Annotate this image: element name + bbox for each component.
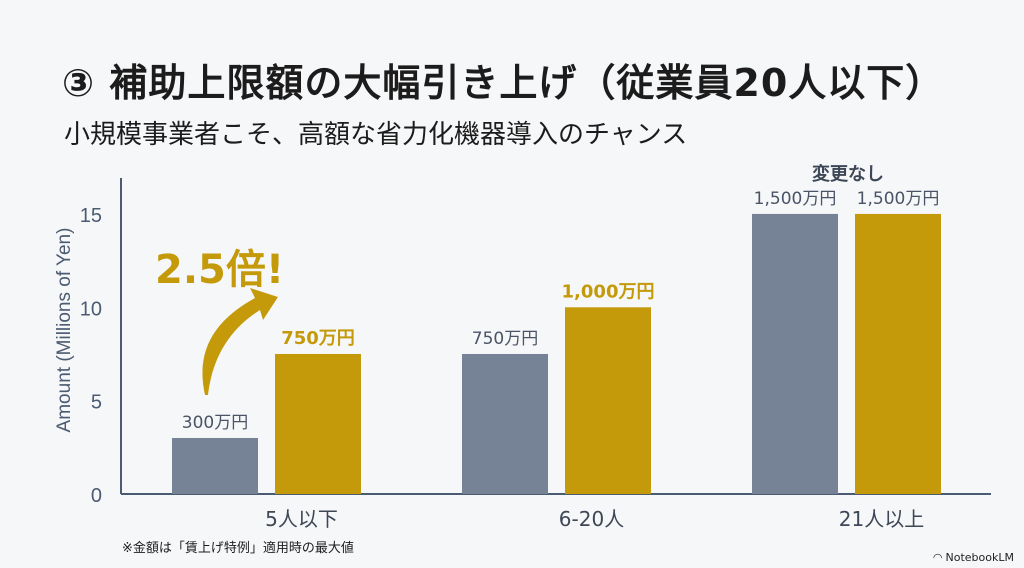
bar-current	[752, 213, 838, 494]
bar-new	[275, 353, 361, 494]
bar-current	[172, 437, 258, 494]
unchanged-annotation: 変更なし	[812, 163, 884, 185]
footnote: ※金額は「賃上げ特例」適用時の最大値	[122, 541, 354, 556]
data-label: 1,500万円	[857, 189, 940, 209]
y-tick-label: 10	[80, 298, 102, 320]
y-axis-title: Amount (Millions of Yen)	[54, 228, 75, 433]
y-tick-label: 5	[91, 392, 102, 414]
data-label: 1,500万円	[754, 189, 837, 209]
bar-new	[855, 213, 941, 494]
y-tick-label: 0	[91, 485, 102, 507]
x-tick-label: 21人以上	[839, 507, 924, 531]
increase-arrow-icon	[202, 288, 278, 395]
bar-current	[462, 353, 548, 494]
multiplier-annotation: 2.5倍!	[155, 247, 284, 293]
page-title: ③ 補助上限額の大幅引き上げ（従業員20人以下）	[62, 61, 945, 105]
brand-label: NotebookLM	[945, 551, 1014, 564]
data-label: 750万円	[281, 328, 355, 349]
data-label: 750万円	[472, 329, 538, 349]
bar-new	[565, 307, 651, 494]
x-tick-label: 6-20人	[559, 507, 624, 531]
data-label: 300万円	[182, 413, 248, 433]
x-tick-label: 5人以下	[265, 507, 338, 531]
y-tick-label: 15	[80, 205, 102, 227]
brand-badge: ◠ NotebookLM	[933, 551, 1014, 564]
notebooklm-logo-icon: ◠	[932, 551, 943, 564]
data-label: 1,000万円	[562, 281, 655, 302]
page-subtitle: 小規模事業者こそ、高額な省力化機器導入のチャンス	[64, 120, 688, 150]
